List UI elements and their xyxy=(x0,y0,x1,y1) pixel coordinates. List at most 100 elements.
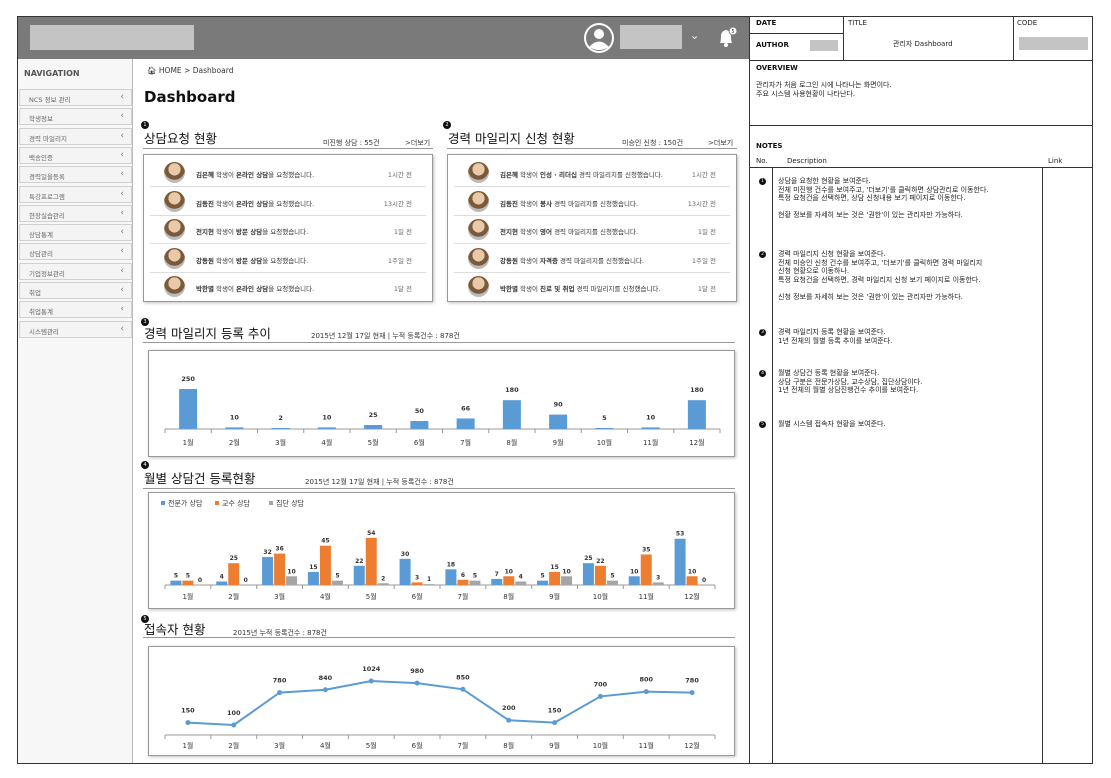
category-label: 12월 xyxy=(689,438,704,447)
list-item[interactable]: 김은혜 학생이 인성 · 리더십 경력 마일리지를 신청했습니다. 1시간 전 xyxy=(454,159,730,187)
col-link: Link xyxy=(1048,157,1063,165)
data-label: 800 xyxy=(639,676,653,684)
data-label: 6 xyxy=(461,572,465,579)
bar xyxy=(641,427,660,429)
consult-monthly-chart: 전문가 상담 교수 상담 집단 상담 5 5 0 1월 4 25 0 2월 32 36 10 3월 15 45 5… xyxy=(148,492,735,609)
list-item[interactable]: 김동진 학생이 봉사 경력 마일리지를 신청했습니다. 13시간 전 xyxy=(454,188,730,216)
category-label: 11월 xyxy=(639,741,654,750)
note-description: 경력 마일리지 신청 현황을 보여준다. 전체 미승인 신청 건수를 보여주고,… xyxy=(778,250,983,301)
data-label: 3 xyxy=(656,574,660,581)
sidebar-item[interactable]: 백송인증 ‹ xyxy=(19,146,132,164)
bar xyxy=(628,576,640,585)
list-item-text: 박한별 학생이 진로 및 취업 경력 마일리지를 신청했습니다. xyxy=(500,283,660,293)
data-label: 90 xyxy=(554,401,564,409)
data-label: 66 xyxy=(461,404,471,412)
mileage-trend-sub: 2015년 12월 17일 현재 | 누적 등록건수 : 878건 xyxy=(311,332,460,340)
list-item-text: 김동진 학생이 온라인 상담을 요청했습니다. xyxy=(196,198,314,208)
list-item[interactable]: 전지현 학생이 방문 상담을 요청했습니다. 1일 전 xyxy=(150,216,426,244)
bar xyxy=(502,400,521,429)
list-item[interactable]: 강동원 학생이 자격증 경력 마일리지를 신청했습니다. 1주일 전 xyxy=(454,245,730,273)
list-item[interactable]: 전지현 학생이 영어 경력 마일리지를 신청했습니다. 1일 전 xyxy=(454,216,730,244)
note-number-marker: 3 xyxy=(759,329,766,336)
data-point xyxy=(277,690,283,696)
bar xyxy=(537,580,549,585)
mileage-more-link[interactable]: >더보기 xyxy=(708,139,734,147)
list-item-text: 강동원 학생이 자격증 경력 마일리지를 신청했습니다. xyxy=(500,255,644,265)
data-label: 4 xyxy=(519,574,523,581)
col-no: No. xyxy=(756,157,768,165)
sidebar-item[interactable]: 경력일을등록 ‹ xyxy=(19,166,132,184)
category-label: 9월 xyxy=(553,438,564,447)
data-label: 780 xyxy=(685,677,699,685)
note-number-marker: 1 xyxy=(759,178,766,185)
data-label: 5 xyxy=(602,414,607,422)
sidebar-item[interactable]: 기업정보관리 ‹ xyxy=(19,262,132,280)
nav-title: NAVIGATION xyxy=(24,69,80,78)
user-name-placeholder[interactable] xyxy=(620,25,682,49)
data-label: 53 xyxy=(676,531,684,538)
sidebar-item[interactable]: NCS 정보 관리 ‹ xyxy=(19,89,132,106)
sidebar-item[interactable]: 현장실습관리 ‹ xyxy=(19,204,132,222)
text: 학생이 xyxy=(213,285,237,293)
breadcrumb-home[interactable]: HOME xyxy=(158,66,182,75)
category-label: 10월 xyxy=(593,741,608,750)
breadcrumb-sep: > xyxy=(184,66,191,75)
chevron-down-icon[interactable]: ⌄ xyxy=(690,29,700,42)
data-label: 10 xyxy=(230,413,240,421)
sidebar-item[interactable]: 경력 마일리지 ‹ xyxy=(19,127,132,145)
category-label: 12월 xyxy=(684,592,699,601)
chevron-left-icon: ‹ xyxy=(120,149,124,160)
data-point xyxy=(322,687,328,693)
list-item[interactable]: 박한별 학생이 온라인 상담을 요청했습니다. 1달 전 xyxy=(150,273,426,301)
data-label: 840 xyxy=(319,674,333,682)
sidebar-item[interactable]: 상담관리 ‹ xyxy=(19,243,132,261)
sidebar-item-label: 학생정보 xyxy=(29,115,53,124)
list-item[interactable]: 김은혜 학생이 온라인 상담을 요청했습니다. 1시간 전 xyxy=(150,159,426,187)
sidebar-item[interactable]: 상담통계 ‹ xyxy=(19,224,132,242)
consult-pending: 미진행 상담 : 55건 xyxy=(323,139,380,147)
text: 학생이 xyxy=(213,171,237,179)
user-avatar-icon[interactable] xyxy=(583,22,615,54)
sidebar-item-label: 경력 마일리지 xyxy=(29,134,67,143)
bar xyxy=(549,414,568,429)
timestamp: 1일 전 xyxy=(393,228,412,236)
legend-swatch xyxy=(161,501,165,505)
bar xyxy=(179,389,198,429)
data-label: 18 xyxy=(447,561,455,568)
bar xyxy=(317,427,336,429)
list-item[interactable]: 박한별 학생이 진로 및 취업 경력 마일리지를 신청했습니다. 1달 전 xyxy=(454,273,730,301)
sidebar-item[interactable]: 시스템관리 ‹ xyxy=(19,320,132,338)
category-label: 2월 xyxy=(228,592,239,601)
home-icon[interactable]: 🏠︎ xyxy=(147,66,157,75)
sidebar-item[interactable]: 특강프로그램 ‹ xyxy=(19,185,132,203)
bar xyxy=(491,578,503,585)
text: 을 요청했습니다. xyxy=(262,228,309,236)
sidebar-item[interactable]: 취업통계 ‹ xyxy=(19,301,132,319)
chevron-left-icon: ‹ xyxy=(120,265,124,276)
sidebar-item[interactable]: 학생정보 ‹ xyxy=(19,108,132,126)
consult-more-link[interactable]: >더보기 xyxy=(405,139,431,147)
timestamp: 13시간 전 xyxy=(687,199,716,208)
list-item[interactable]: 강동원 학생이 방문 상담을 요청했습니다. 1주일 전 xyxy=(150,245,426,273)
data-point xyxy=(506,717,512,723)
sidebar-item-label: 경력일을등록 xyxy=(29,173,65,182)
wireframe-border xyxy=(17,16,1093,764)
bar xyxy=(262,557,274,585)
data-label: 3 xyxy=(415,574,419,581)
student-name: 박한별 xyxy=(500,285,518,293)
category-label: 3월 xyxy=(274,741,285,750)
category-label: 4월 xyxy=(321,438,332,447)
bar xyxy=(410,421,429,429)
notes-label: NOTES xyxy=(756,142,783,150)
bar xyxy=(307,571,319,585)
mileage-trend-title: 경력 마일리지 등록 추이 xyxy=(144,326,271,341)
sidebar-item[interactable]: 취업 ‹ xyxy=(19,282,132,299)
bell-icon[interactable]: 5 xyxy=(716,26,738,50)
data-label: 5 xyxy=(473,573,477,580)
list-item[interactable]: 김동진 학생이 온라인 상담을 요청했습니다. 13시간 전 xyxy=(150,188,426,216)
text: 을 요청했습니다. xyxy=(262,256,309,265)
student-photo xyxy=(468,190,489,212)
note-description: 경력 마일리지 등록 현황을 보여준다. 1년 전체의 월별 등록 추이를 보여… xyxy=(778,328,893,345)
notification-count: 5 xyxy=(731,29,734,35)
data-label: 200 xyxy=(502,704,516,712)
